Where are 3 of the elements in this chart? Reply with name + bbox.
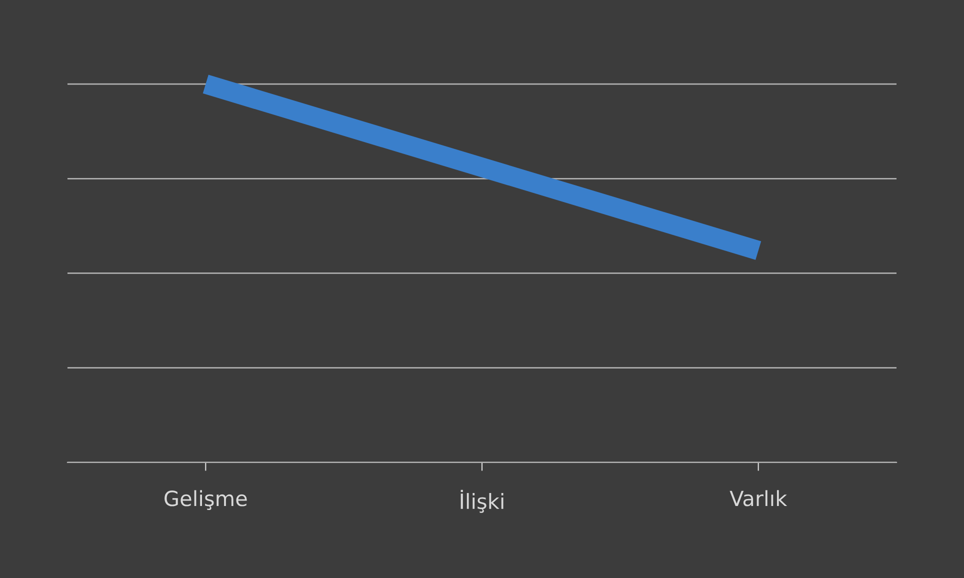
x-tick-label: Gelişme — [164, 490, 247, 510]
x-tick-label: İlişki — [460, 490, 504, 513]
x-tick-label: Varlık — [730, 490, 788, 506]
